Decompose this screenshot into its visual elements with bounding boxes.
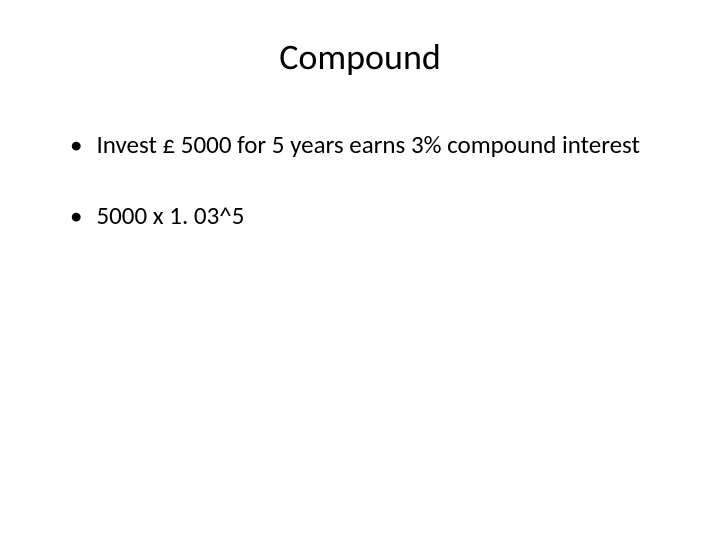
bullet-marker-icon: •: [70, 200, 82, 233]
slide-container: Compound • Invest £ 5000 for 5 years ear…: [0, 0, 720, 540]
slide-content: • Invest £ 5000 for 5 years earns 3% com…: [50, 129, 670, 232]
bullet-item: • Invest £ 5000 for 5 years earns 3% com…: [70, 129, 670, 162]
bullet-text: Invest £ 5000 for 5 years earns 3% compo…: [96, 129, 670, 162]
bullet-marker-icon: •: [70, 129, 82, 162]
bullet-item: • 5000 x 1. 03^5: [70, 200, 670, 233]
bullet-text: 5000 x 1. 03^5: [96, 200, 670, 233]
slide-title: Compound: [50, 35, 670, 79]
